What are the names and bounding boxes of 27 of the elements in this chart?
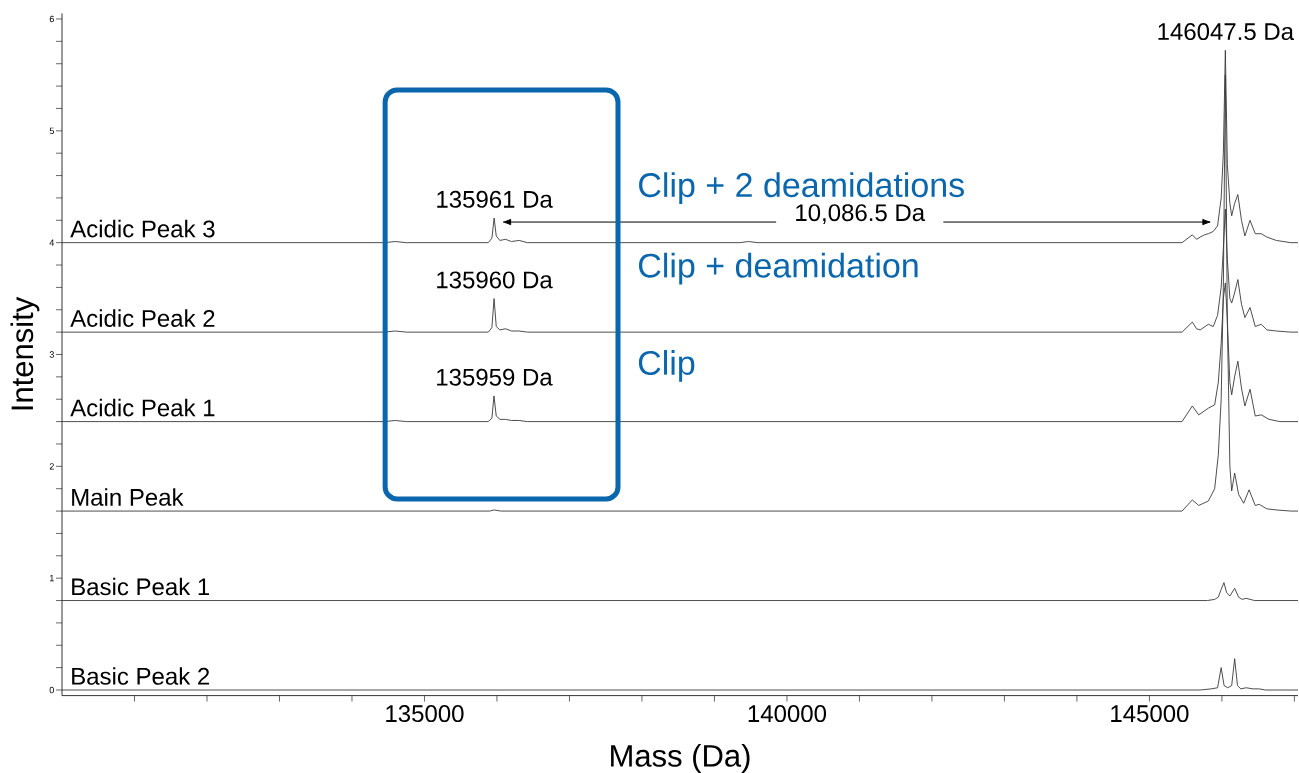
y-tick-label: 5	[49, 127, 54, 134]
x-axis-title: Mass (Da)	[611, 744, 750, 773]
line-series	[61, 658, 1299, 691]
x-tick-label: 135000	[386, 705, 464, 723]
annotation: 10,086.5 Da	[796, 204, 926, 224]
series-label: Acidic Peak 1	[70, 398, 215, 417]
annotation: Clip + deamidation	[639, 252, 918, 285]
series-label: Acidic Peak 2	[70, 309, 215, 327]
y-tick-label: 3	[49, 351, 54, 358]
x-tick-label: 140000	[748, 705, 827, 723]
y-tick-label: 6	[49, 15, 54, 23]
y-tick-label: 0	[49, 686, 54, 694]
x-tick-label: 145000	[1111, 705, 1189, 723]
y-tick-label: 4	[49, 239, 55, 246]
annotation: 146047.5 Da	[1158, 23, 1295, 41]
series-label: Main Peak	[72, 488, 184, 506]
annotation: Clip + 2 deamidations	[639, 172, 964, 204]
annotation: Clip	[638, 350, 695, 382]
series-label: Basic Peak 2	[72, 667, 210, 685]
annotation: 135959 Da	[437, 368, 553, 386]
annotation: 135960 Da	[437, 271, 553, 289]
y-tick-label: 2	[49, 463, 54, 470]
y-axis-title: Intensity	[10, 296, 40, 410]
series-label: Basic Peak 1	[72, 577, 210, 596]
annotation: 135961 Da	[437, 190, 553, 208]
y-tick-label: 1	[49, 575, 54, 582]
series-label: Acidic Peak 3	[70, 219, 215, 238]
